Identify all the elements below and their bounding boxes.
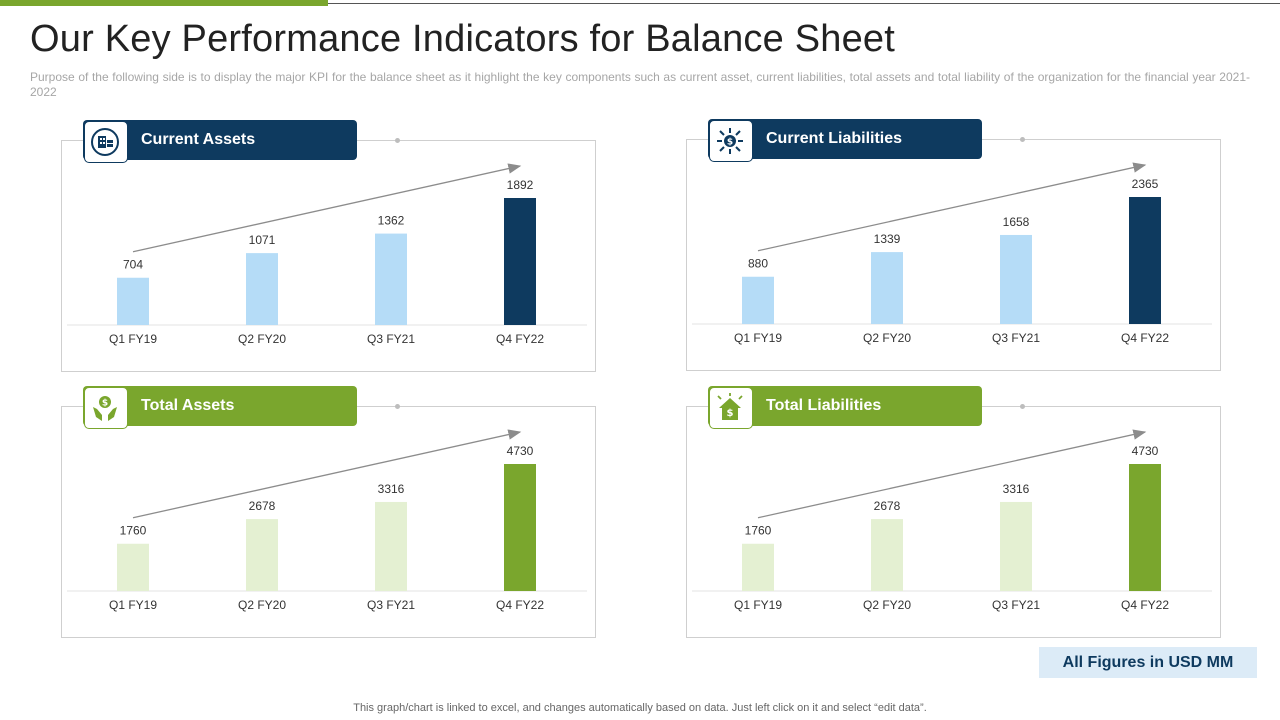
bar <box>871 519 903 591</box>
bar <box>742 543 774 591</box>
bar <box>375 233 407 325</box>
decorative-dot <box>1020 404 1025 409</box>
tick-label: Q1 FY19 <box>734 331 782 345</box>
tick-label: Q2 FY20 <box>863 331 911 345</box>
chart-header: $ Current Liabilities <box>708 119 982 162</box>
units-badge: All Figures in USD MM <box>1039 647 1257 678</box>
house-dollar-icon: $ <box>709 387 753 429</box>
data-label: 1892 <box>507 178 534 192</box>
bar-chart[interactable]: 880 Q1 FY19 1339 Q2 FY20 1658 Q3 FY21 2365 Q4 F… <box>686 139 1221 374</box>
top-accent-bar <box>0 0 328 6</box>
decorative-dot <box>395 404 400 409</box>
tick-label: Q2 FY20 <box>238 332 286 346</box>
tick-label: Q2 FY20 <box>863 598 911 612</box>
data-label: 3316 <box>1003 482 1030 496</box>
bar-chart[interactable]: 1760 Q1 FY19 2678 Q2 FY20 3316 Q3 FY21 4730 Q4 … <box>686 406 1221 641</box>
data-label: 3316 <box>378 482 405 496</box>
tick-label: Q2 FY20 <box>238 598 286 612</box>
footnote: This graph/chart is linked to excel, and… <box>353 702 927 714</box>
bar <box>117 277 149 325</box>
data-label: 1071 <box>249 233 276 247</box>
panel-total-liabilities: 1760 Q1 FY19 2678 Q2 FY20 3316 Q3 FY21 4730 Q4 … <box>686 386 1221 638</box>
tick-label: Q1 FY19 <box>109 332 157 346</box>
bar <box>375 501 407 591</box>
bar-chart[interactable]: 704 Q1 FY19 1071 Q2 FY20 1362 Q3 FY21 1892 Q4 F… <box>61 140 596 375</box>
data-label: 704 <box>123 258 143 272</box>
chart-title: Total Liabilities <box>766 397 882 414</box>
tick-label: Q4 FY22 <box>1121 331 1169 345</box>
svg-text:$: $ <box>727 138 733 148</box>
bar <box>246 519 278 591</box>
tick-label: Q1 FY19 <box>734 598 782 612</box>
trend-arrow <box>757 429 1147 519</box>
bar <box>504 198 536 325</box>
data-label: 4730 <box>507 444 534 458</box>
trend-arrow <box>757 162 1147 252</box>
data-label: 2678 <box>249 499 276 513</box>
chart-title: Current Assets <box>141 131 256 148</box>
data-label: 1760 <box>745 524 772 538</box>
bar <box>504 464 536 591</box>
chart-title: Current Liabilities <box>766 130 903 147</box>
hands-money-icon: $ <box>84 387 128 429</box>
data-label: 2365 <box>1132 177 1159 191</box>
bar <box>246 253 278 325</box>
bar-chart[interactable]: 1760 Q1 FY19 2678 Q2 FY20 3316 Q3 FY21 4730 Q4 … <box>61 406 596 641</box>
tick-label: Q4 FY22 <box>496 598 544 612</box>
svg-text:$: $ <box>727 408 734 419</box>
data-label: 1362 <box>378 214 405 228</box>
chart-header: $ Total Assets <box>83 386 357 429</box>
bar <box>1000 234 1032 324</box>
tick-label: Q3 FY21 <box>992 331 1040 345</box>
tick-label: Q3 FY21 <box>367 332 415 346</box>
tick-label: Q1 FY19 <box>109 598 157 612</box>
data-label: 880 <box>748 257 768 271</box>
decorative-dot <box>395 138 400 143</box>
panel-current-liabilities: 880 Q1 FY19 1339 Q2 FY20 1658 Q3 FY21 2365 Q4 F… <box>686 119 1221 371</box>
bar <box>871 252 903 324</box>
bar <box>1000 501 1032 591</box>
panel-current-assets: 704 Q1 FY19 1071 Q2 FY20 1362 Q3 FY21 1892 Q4 F… <box>61 120 596 372</box>
bar <box>1129 197 1161 324</box>
tick-label: Q3 FY21 <box>992 598 1040 612</box>
trend-arrow <box>132 429 522 519</box>
money-building-icon <box>84 121 128 163</box>
tick-label: Q4 FY22 <box>496 332 544 346</box>
chart-header: $ Total Liabilities <box>708 386 982 429</box>
bar <box>742 276 774 324</box>
chart-header: Current Assets <box>83 120 357 163</box>
tick-label: Q4 FY22 <box>1121 598 1169 612</box>
data-label: 2678 <box>874 499 901 513</box>
bar <box>117 543 149 591</box>
data-label: 1760 <box>120 524 147 538</box>
trend-arrow <box>132 163 522 253</box>
page-description: Purpose of the following side is to disp… <box>30 70 1250 99</box>
data-label: 4730 <box>1132 444 1159 458</box>
decorative-dot <box>1020 137 1025 142</box>
page-title: Our Key Performance Indicators for Balan… <box>30 18 896 60</box>
data-label: 1658 <box>1003 215 1030 229</box>
chart-title: Total Assets <box>141 397 235 414</box>
data-label: 1339 <box>874 232 901 246</box>
bar <box>1129 464 1161 591</box>
tick-label: Q3 FY21 <box>367 598 415 612</box>
svg-text:$: $ <box>102 399 108 409</box>
dollar-arrows-icon: $ <box>709 120 753 162</box>
panel-total-assets: 1760 Q1 FY19 2678 Q2 FY20 3316 Q3 FY21 4730 Q4 … <box>61 386 596 638</box>
top-rule <box>0 3 1280 4</box>
